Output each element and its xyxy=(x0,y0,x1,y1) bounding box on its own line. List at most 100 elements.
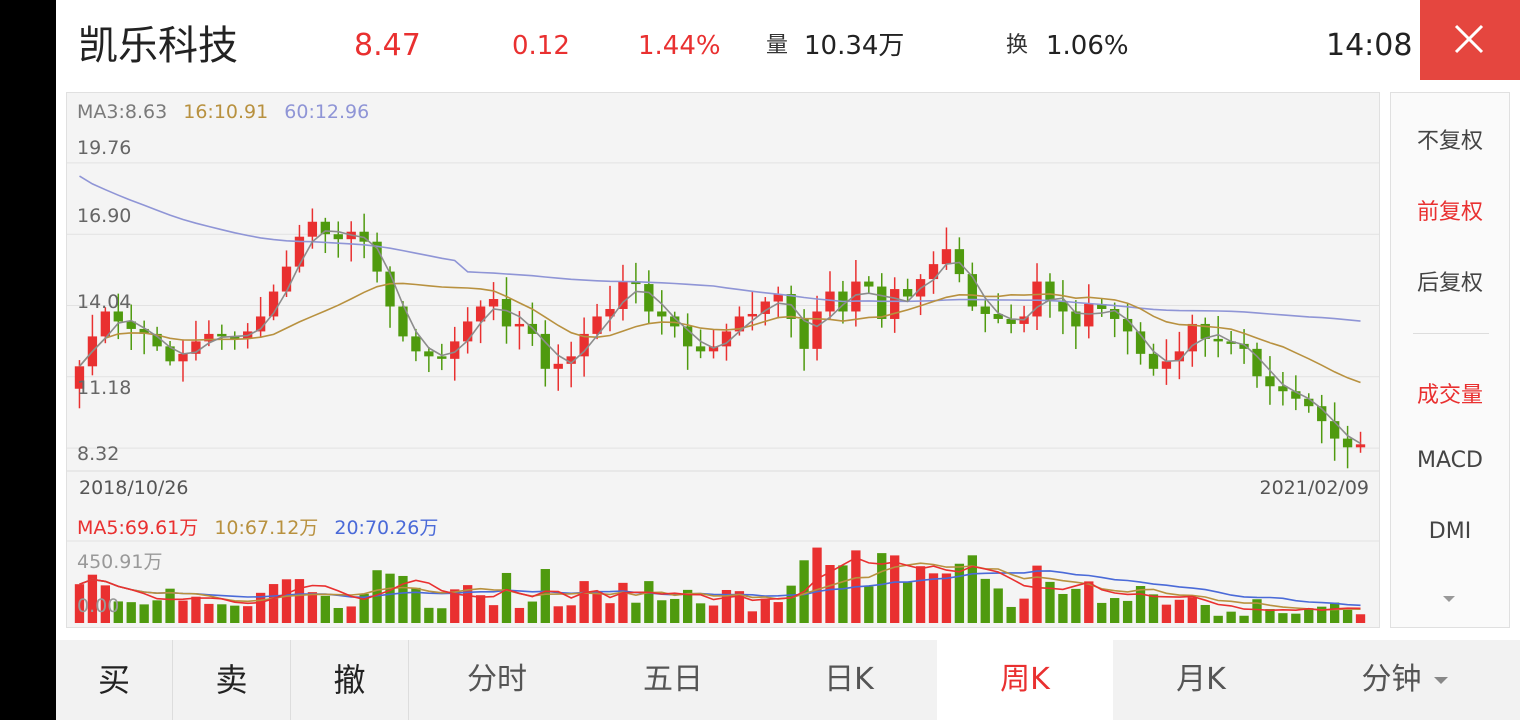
volume-bar xyxy=(1213,615,1223,623)
volume-bar xyxy=(902,582,913,623)
option-forward-adjust[interactable]: 前复权 xyxy=(1416,200,1483,225)
close-button[interactable] xyxy=(1420,0,1520,80)
last-price: 8.47 xyxy=(354,28,421,63)
candle-body xyxy=(437,356,447,359)
volume-bar xyxy=(1032,565,1042,623)
tab-minute[interactable]: 分钟 xyxy=(1289,640,1520,720)
candle-body xyxy=(851,281,861,312)
candle-body xyxy=(165,346,175,362)
volume-bar xyxy=(1329,602,1340,623)
volume-bar xyxy=(268,584,279,623)
price-change-percent: 1.44% xyxy=(638,31,721,61)
candle-body xyxy=(424,351,434,357)
volume-bar xyxy=(424,607,434,623)
candle-body xyxy=(1110,308,1120,319)
volume-bar xyxy=(657,600,667,623)
candle-body xyxy=(592,316,602,334)
turnover-value: 1.06% xyxy=(1046,31,1129,61)
candle-body xyxy=(1213,338,1223,342)
volume-value: 10.34万 xyxy=(804,31,905,61)
volume-bar xyxy=(877,553,887,623)
candle-body xyxy=(372,241,382,272)
kline-chart[interactable]: MA3:8.63 16:10.91 60:12.96 19.76 16.90 1… xyxy=(66,92,1380,628)
volume-bar xyxy=(747,611,758,623)
indicator-dmi[interactable]: DMI xyxy=(1428,519,1472,544)
volume-bar xyxy=(1110,598,1120,623)
stock-name: 凯乐科技 xyxy=(78,23,238,69)
option-backward-adjust[interactable]: 后复权 xyxy=(1416,271,1483,296)
tab-monthly-k[interactable]: 月K xyxy=(1176,662,1226,697)
volume-bar xyxy=(501,572,512,623)
volume-bar xyxy=(540,569,550,623)
candle-body xyxy=(1252,348,1262,377)
volume-bar xyxy=(890,555,900,623)
volume-bar xyxy=(152,600,162,623)
vma5-line xyxy=(79,556,1361,612)
candle-body xyxy=(566,356,576,364)
sell-button[interactable]: 卖 xyxy=(173,640,290,720)
tab-daily-k[interactable]: 日K xyxy=(824,662,874,697)
candle-body xyxy=(1329,421,1340,439)
candle-body xyxy=(1161,361,1172,369)
cancel-order-button[interactable]: 撤 xyxy=(291,640,408,720)
volume-bar xyxy=(605,603,615,623)
candle-body xyxy=(204,333,214,342)
volume-bar xyxy=(773,602,783,623)
volume-bar xyxy=(1265,609,1275,623)
volume-bar xyxy=(1071,588,1081,623)
candle-body xyxy=(1239,343,1249,349)
volume-bar xyxy=(527,601,538,623)
chevron-down-icon[interactable] xyxy=(1443,596,1455,602)
candle-body xyxy=(1058,301,1068,312)
volume-bar xyxy=(74,584,85,623)
indicator-volume[interactable]: 成交量 xyxy=(1416,383,1483,408)
volume-bar xyxy=(1006,606,1016,623)
divider xyxy=(172,640,173,720)
indicator-macd[interactable]: MACD xyxy=(1417,448,1483,473)
volume-bar xyxy=(1226,611,1236,623)
candle-body xyxy=(618,281,628,309)
candle-body xyxy=(553,363,563,369)
vma20-legend: 20:70.26万 xyxy=(334,517,439,539)
vma5-legend: MA5:69.61万 xyxy=(77,517,199,539)
volume-bar xyxy=(372,570,382,623)
volume-bar xyxy=(230,605,240,623)
volume-bar xyxy=(670,598,680,623)
candle-body xyxy=(1187,323,1197,352)
candle-body xyxy=(1097,304,1107,309)
volume-bar xyxy=(721,589,732,623)
tab-weekly-k[interactable]: 周K xyxy=(937,640,1113,720)
ma3-legend: MA3:8.63 xyxy=(77,101,168,123)
volume-bar xyxy=(1252,599,1262,623)
candle-body xyxy=(450,341,460,359)
vma20-line xyxy=(79,570,1361,607)
volume-bar xyxy=(281,579,292,623)
volume-bar xyxy=(488,605,499,623)
price-change: 0.12 xyxy=(512,31,570,61)
candle-body xyxy=(463,321,473,342)
candle-body xyxy=(294,236,305,267)
volume-bar xyxy=(695,603,706,623)
candle-body xyxy=(877,286,887,319)
option-no-adjust[interactable]: 不复权 xyxy=(1416,129,1483,154)
ma3-line xyxy=(78,230,1361,445)
candle-body xyxy=(695,346,706,352)
tab-five-day[interactable]: 五日 xyxy=(643,662,703,697)
candle-body xyxy=(967,274,977,307)
candle-body xyxy=(333,234,343,240)
candle-body xyxy=(864,281,874,287)
candle-body xyxy=(928,264,939,280)
volume-bar xyxy=(113,601,123,623)
buy-button[interactable]: 买 xyxy=(56,640,172,720)
volume-bar xyxy=(87,574,98,623)
volume-bar xyxy=(566,605,576,623)
volume-max-label: 450.91万 xyxy=(77,551,163,573)
volume-bar xyxy=(126,602,136,623)
ma60-line xyxy=(79,175,1361,322)
tab-intraday[interactable]: 分时 xyxy=(467,662,527,697)
volume-bar xyxy=(967,555,977,623)
volume-bar xyxy=(1174,599,1185,623)
volume-bar xyxy=(100,585,111,623)
candle-body xyxy=(268,291,279,317)
close-icon xyxy=(1454,24,1484,54)
